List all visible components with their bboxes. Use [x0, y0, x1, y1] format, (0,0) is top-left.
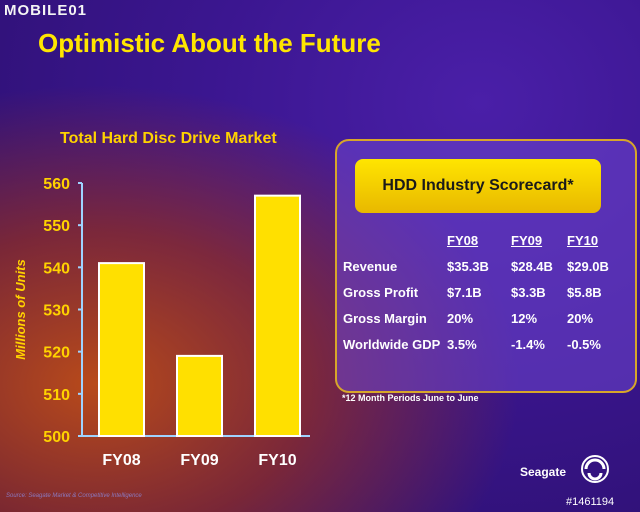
y-tick-label: 540: [43, 260, 70, 277]
table-cell: -1.4%: [511, 337, 545, 352]
y-tick-label: 500: [43, 429, 70, 446]
table-cell: $28.4B: [511, 259, 553, 274]
row-label: Worldwide GDP: [343, 337, 441, 352]
x-tick-label: FY08: [102, 452, 140, 469]
table-row: Revenue $35.3B $28.4B $29.0B: [343, 255, 628, 281]
table-row: Gross Margin 20% 12% 20%: [343, 307, 628, 333]
table-cell: $29.0B: [567, 259, 609, 274]
logo-text: Seagate: [520, 465, 567, 479]
bar: [176, 354, 223, 437]
table-cell: 20%: [567, 311, 594, 326]
table-cell: -0.5%: [567, 337, 601, 352]
y-tick-label: 550: [43, 218, 70, 235]
y-tick-label: 560: [43, 176, 70, 193]
header-fy08: FY08: [447, 233, 479, 248]
watermark: MOBILE01: [4, 2, 88, 19]
scorecard-title: HDD Industry Scorecard*: [355, 159, 601, 213]
y-axis-title: Millions of Units: [13, 259, 28, 359]
table-cell: $3.3B: [511, 285, 546, 300]
seagate-logo: Seagate: [520, 452, 610, 486]
scorecard-header-row: FY08 FY09 FY10: [343, 229, 628, 255]
x-tick-label: FY09: [180, 452, 218, 469]
x-tick-label: FY10: [258, 452, 296, 469]
table-row: Worldwide GDP 3.5% -1.4% -0.5%: [343, 333, 628, 359]
table-cell: 3.5%: [447, 337, 477, 352]
table-cell: $35.3B: [447, 259, 489, 274]
row-label: Gross Margin: [343, 311, 427, 326]
slide-title: Optimistic About the Future: [38, 28, 381, 58]
table-cell: 12%: [511, 311, 538, 326]
scorecard-panel: HDD Industry Scorecard* FY08 FY09 FY10 R…: [335, 139, 637, 393]
scorecard-footnote: *12 Month Periods June to June: [342, 393, 479, 403]
photo-id: #1461194: [566, 496, 615, 508]
source-note: Source: Seagate Market & Competitive Int…: [6, 493, 142, 499]
y-tick-label: 510: [43, 387, 70, 404]
table-cell: 20%: [447, 311, 474, 326]
y-tick-label: 530: [43, 303, 70, 320]
scorecard-table: FY08 FY09 FY10 Revenue $35.3B $28.4B $29…: [343, 229, 628, 359]
row-label: Revenue: [343, 259, 398, 274]
row-label: Gross Profit: [343, 285, 419, 300]
chart-title: Total Hard Disc Drive Market: [60, 130, 277, 147]
header-fy10: FY10: [567, 233, 599, 248]
bar: [98, 262, 145, 437]
bar: [254, 194, 301, 437]
table-cell: $5.8B: [567, 285, 602, 300]
table-cell: $7.1B: [447, 285, 482, 300]
seagate-swirl-icon: [581, 455, 609, 483]
y-tick-label: 520: [43, 345, 70, 362]
table-row: Gross Profit $7.1B $3.3B $5.8B: [343, 281, 628, 307]
header-fy09: FY09: [511, 233, 543, 248]
